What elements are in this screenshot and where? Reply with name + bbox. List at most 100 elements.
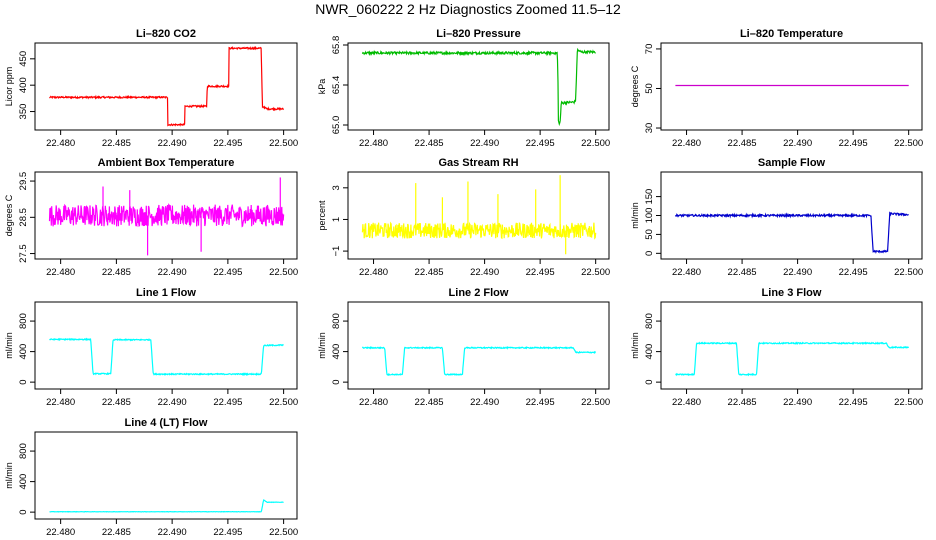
y-axis-label: ml/min (630, 332, 640, 359)
chart-title: Li–820 Temperature (740, 28, 843, 40)
y-tick-label: 70 (644, 44, 655, 55)
x-tick-label: 22.490 (158, 527, 187, 538)
x-tick-label: 22.500 (581, 267, 610, 278)
y-axis-label: kPa (317, 79, 327, 95)
x-tick-label: 22.495 (839, 138, 868, 149)
x-tick-label: 22.485 (102, 138, 131, 149)
chart-title: Ambient Box Temperature (98, 157, 235, 169)
y-tick-label: 27.5 (18, 244, 29, 263)
x-tick-label: 22.495 (213, 267, 242, 278)
x-tick-label: 22.490 (470, 397, 499, 408)
chart-title: Line 1 Flow (136, 287, 196, 299)
x-tick-label: 22.480 (672, 397, 701, 408)
plot-frame (660, 42, 923, 131)
y-tick-label: 150 (644, 189, 655, 205)
panel-2: Li–820 Pressure kPa 22.480 22.485 22.490 22.4… (317, 28, 610, 149)
x-tick-label: 22.480 (359, 397, 388, 408)
x-tick-label: 22.495 (526, 267, 555, 278)
x-tick-label: 22.485 (728, 138, 757, 149)
chart-title: Line 2 Flow (449, 287, 509, 299)
x-tick-label: 22.500 (269, 138, 298, 149)
x-tick-label: 22.485 (728, 267, 757, 278)
series-line (49, 337, 284, 377)
x-tick-label: 22.490 (158, 397, 187, 408)
x-tick-label: 22.500 (269, 267, 298, 278)
x-tick-label: 22.490 (783, 138, 812, 149)
y-tick-label: 30 (644, 123, 655, 134)
x-tick-label: 22.485 (102, 397, 131, 408)
x-tick-label: 22.495 (526, 397, 555, 408)
y-axis-label: ml/min (4, 462, 14, 489)
x-tick-label: 22.490 (470, 267, 499, 278)
y-tick-label: −1 (331, 246, 342, 257)
x-tick-label: 22.500 (894, 397, 923, 408)
x-tick-label: 22.480 (672, 267, 701, 278)
x-tick-label: 22.495 (213, 138, 242, 149)
x-tick-label: 22.495 (213, 527, 242, 538)
series-line (361, 346, 597, 376)
x-tick-label: 22.480 (46, 138, 75, 149)
panel-6: Sample Flow ml/min 22.480 22.485 22.490 22.49… (630, 157, 923, 278)
plot-frame (660, 301, 923, 390)
y-tick-label: 800 (644, 313, 655, 329)
chart-title: Sample Flow (758, 157, 826, 169)
y-tick-label: 0 (18, 509, 29, 514)
x-tick-label: 22.495 (213, 397, 242, 408)
y-tick-label: 800 (18, 313, 29, 329)
series-line (49, 499, 284, 513)
x-tick-label: 22.480 (46, 267, 75, 278)
x-tick-label: 22.490 (158, 138, 187, 149)
y-tick-label: 400 (644, 344, 655, 360)
panel-9: Line 3 Flow ml/min 22.480 22.485 22.490 22.49… (630, 287, 923, 408)
x-tick-label: 22.500 (581, 397, 610, 408)
x-tick-label: 22.485 (728, 397, 757, 408)
x-tick-label: 22.485 (102, 267, 131, 278)
y-tick-label: 50 (644, 229, 655, 240)
panel-10: Line 4 (LT) Flow ml/min 22.480 22.485 22.490… (4, 417, 298, 538)
y-tick-label: 100 (644, 208, 655, 224)
x-tick-label: 22.480 (359, 267, 388, 278)
y-tick-label: 65.4 (331, 76, 342, 95)
plot-frame (347, 301, 610, 390)
y-tick-label: 28.5 (18, 208, 29, 227)
series-line (675, 341, 910, 377)
y-tick-label: 29.5 (18, 172, 29, 191)
x-tick-label: 22.500 (269, 397, 298, 408)
plot-frame (34, 431, 298, 520)
y-tick-label: 0 (644, 251, 655, 256)
x-tick-label: 22.500 (269, 527, 298, 538)
page-title: NWR_060222 2 Hz Diagnostics Zoomed 11.5–… (315, 1, 621, 17)
y-axis-label: ml/min (317, 332, 327, 359)
plot-frame (347, 42, 610, 131)
y-tick-label: 400 (18, 344, 29, 360)
x-tick-label: 22.495 (526, 138, 555, 149)
y-tick-label: 800 (331, 313, 342, 329)
panel-7: Line 1 Flow ml/min 22.480 22.485 22.490 22.49… (4, 287, 298, 408)
series-line (674, 211, 909, 254)
y-tick-label: 0 (331, 379, 342, 384)
y-axis-label: percent (317, 200, 327, 231)
y-tick-label: 3 (331, 185, 342, 190)
panel-5: Gas Stream RH percent 22.480 22.485 22.490 22… (317, 157, 610, 278)
x-tick-label: 22.490 (783, 397, 812, 408)
x-tick-label: 22.500 (894, 138, 923, 149)
x-tick-label: 22.480 (672, 138, 701, 149)
x-tick-label: 22.500 (581, 138, 610, 149)
plot-frame (347, 171, 610, 260)
series-line (361, 221, 597, 240)
chart-title: Line 3 Flow (762, 287, 822, 299)
x-tick-label: 22.495 (839, 267, 868, 278)
x-tick-label: 22.485 (415, 397, 444, 408)
panel-1: Li–820 CO2 Licor ppm 22.480 22.485 22.490 22.… (4, 28, 298, 149)
chart-title: Gas Stream RH (438, 157, 518, 169)
panel-3: Li–820 Temperature degrees C 22.480 22.485 2… (630, 28, 923, 149)
x-tick-label: 22.480 (46, 397, 75, 408)
x-tick-label: 22.490 (783, 267, 812, 278)
y-tick-label: 65.8 (331, 36, 342, 55)
y-axis-label: ml/min (630, 202, 640, 229)
y-tick-label: 400 (18, 77, 29, 93)
y-tick-label: 1 (331, 217, 342, 222)
y-tick-label: 350 (18, 104, 29, 120)
y-axis-label: degrees C (630, 65, 640, 107)
chart-title: Li–820 Pressure (436, 28, 520, 40)
